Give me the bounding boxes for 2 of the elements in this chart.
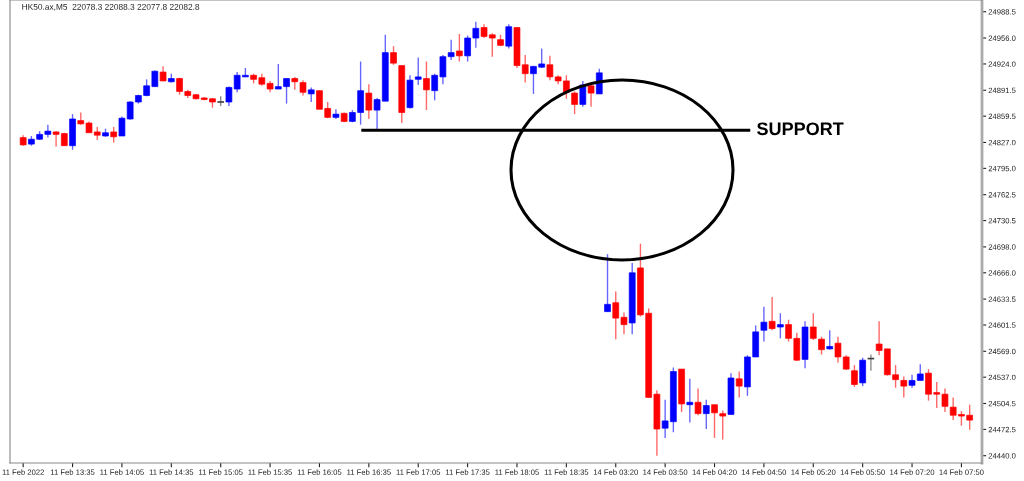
annotation: HK50.ax,M5 22078.3 22088.3 22077.8 22082.8 [22, 3, 200, 11]
ref-line-label: SUPPORT [757, 122, 844, 136]
